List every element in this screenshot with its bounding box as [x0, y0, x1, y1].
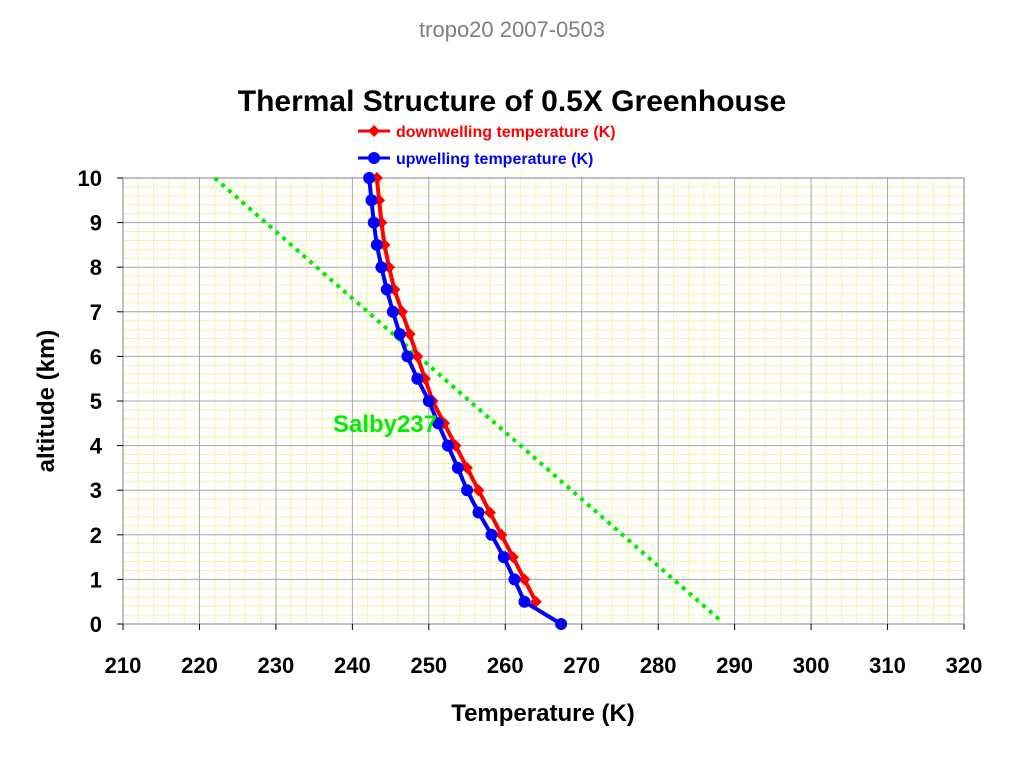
legend-marker-downwelling — [368, 125, 380, 137]
x-tick-label: 300 — [793, 653, 830, 678]
x-tick-label: 260 — [487, 653, 524, 678]
plot-area: 210 220 230 240 250 260 270 280 290 300 310 3200123… — [78, 166, 983, 678]
data-point — [497, 551, 510, 564]
data-point — [461, 461, 474, 474]
y-tick-label: 6 — [90, 344, 102, 369]
data-point — [555, 618, 568, 630]
data-point — [411, 372, 424, 385]
data-point — [396, 305, 409, 318]
legend-marker-upwelling — [368, 152, 380, 164]
x-tick-label: 240 — [334, 653, 371, 678]
y-tick-label: 4 — [90, 434, 103, 459]
data-point — [483, 506, 496, 519]
data-point — [367, 216, 380, 229]
y-tick-label: 2 — [90, 523, 102, 548]
data-point — [403, 328, 416, 341]
x-tick-label: 270 — [563, 653, 600, 678]
series-upwelling — [363, 172, 568, 630]
reference-line — [213, 176, 721, 622]
data-point — [485, 528, 498, 541]
x-tick-label: 280 — [640, 653, 677, 678]
data-point — [518, 595, 531, 608]
data-point — [472, 484, 485, 497]
data-point — [495, 528, 508, 541]
data-point — [506, 551, 519, 564]
y-tick-label: 8 — [90, 255, 102, 280]
data-point — [401, 350, 414, 363]
reference-line-label: Salby237 — [333, 411, 437, 438]
y-tick-label: 3 — [90, 478, 102, 503]
legend-label-upwelling: upwelling temperature (K) — [396, 151, 593, 168]
data-point — [508, 573, 521, 586]
legend-item-upwelling: upwelling temperature (K) — [358, 151, 593, 168]
data-point — [431, 417, 444, 430]
data-point — [472, 506, 485, 519]
y-tick-label: 5 — [90, 389, 102, 414]
data-point — [451, 461, 464, 474]
x-tick-label: 320 — [946, 653, 983, 678]
x-tick-label: 220 — [181, 653, 218, 678]
legend: downwelling temperature (K) upwelling te… — [358, 124, 616, 168]
y-axis-label: altitude (km) — [33, 330, 60, 473]
data-point — [370, 238, 383, 251]
x-axis-label: Temperature (K) — [451, 700, 635, 727]
legend-item-downwelling: downwelling temperature (K) — [358, 124, 616, 141]
x-tick-label: 290 — [716, 653, 753, 678]
data-point — [411, 350, 424, 363]
x-tick-label: 310 — [869, 653, 906, 678]
data-point — [365, 194, 378, 207]
x-tick-label: 230 — [258, 653, 295, 678]
data-point — [393, 328, 406, 341]
y-tick-label: 9 — [90, 211, 102, 236]
chart-title: Thermal Structure of 0.5X Greenhouse — [238, 85, 786, 118]
ticks: 210 220 230 240 250 260 270 280 290 300 310 3200123… — [78, 166, 983, 678]
data-point — [461, 484, 474, 497]
x-tick-label: 210 — [105, 653, 142, 678]
data-point — [441, 439, 454, 452]
x-tick-label: 250 — [410, 653, 447, 678]
data-point — [375, 261, 388, 274]
y-tick-label: 7 — [90, 300, 102, 325]
y-tick-label: 10 — [78, 166, 102, 191]
super-title: tropo20 2007-0503 — [419, 17, 605, 42]
data-point — [380, 283, 393, 296]
data-point — [518, 573, 531, 586]
legend-label-downwelling: downwelling temperature (K) — [396, 124, 616, 141]
data-point — [386, 305, 399, 318]
y-tick-label: 1 — [90, 567, 102, 592]
data-point — [422, 395, 435, 407]
data-point — [363, 172, 376, 184]
y-tick-label: 0 — [90, 612, 102, 637]
